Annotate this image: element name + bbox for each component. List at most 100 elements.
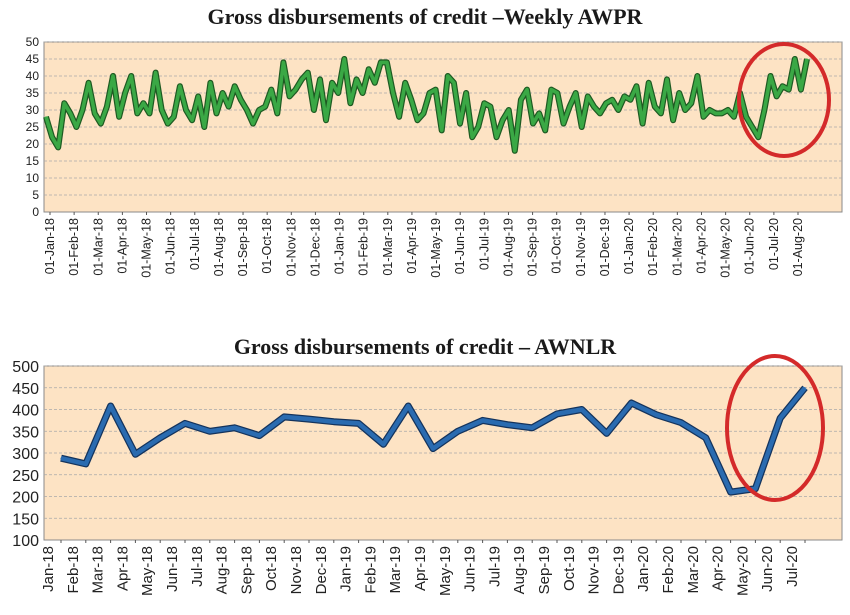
data-point <box>477 126 479 128</box>
data-point <box>520 99 522 101</box>
data-point <box>410 99 412 101</box>
data-point <box>757 136 759 138</box>
data-point <box>441 129 443 131</box>
x-tick-label: 01-Apr-18 <box>115 218 129 274</box>
data-point <box>307 72 309 74</box>
data-point <box>148 112 151 114</box>
y-tick-label: 15 <box>26 154 40 168</box>
y-tick-label: 300 <box>12 446 39 463</box>
data-point <box>629 99 632 101</box>
data-point <box>617 109 619 111</box>
chart-title-awpr: Gross disbursements of credit –Weekly AW… <box>207 4 643 29</box>
x-tick-label: 01-Mar-19 <box>381 218 395 276</box>
data-point <box>197 95 199 97</box>
data-point <box>240 99 242 101</box>
data-point <box>453 82 455 84</box>
data-point <box>428 92 431 94</box>
data-point <box>88 82 90 84</box>
data-point <box>382 443 384 445</box>
data-point <box>358 422 360 425</box>
data-point <box>361 92 364 94</box>
data-point <box>457 430 459 432</box>
x-tick-label: 01-May-20 <box>719 218 733 278</box>
x-tick-label: Feb-19 <box>362 546 379 594</box>
x-tick-label: Mar-19 <box>387 546 404 594</box>
data-point <box>234 85 236 87</box>
data-point <box>368 68 370 70</box>
data-point <box>161 109 163 111</box>
data-point <box>502 119 504 121</box>
data-point <box>459 123 461 125</box>
data-point <box>124 92 126 94</box>
data-point <box>136 112 138 114</box>
x-tick-label: Jun-20 <box>759 546 776 592</box>
data-point <box>435 89 437 91</box>
data-point <box>295 89 297 91</box>
data-point <box>234 427 236 429</box>
x-tick-label: May-18 <box>139 546 156 596</box>
x-tick-label: 01-May-19 <box>429 218 443 278</box>
x-tick-label: Apr-19 <box>412 546 429 591</box>
data-point <box>642 123 644 125</box>
data-point <box>209 82 211 84</box>
data-point <box>331 82 333 84</box>
x-tick-label: 01-Jul-20 <box>767 218 781 270</box>
data-point <box>167 123 169 125</box>
x-tick-label: Apr-20 <box>710 546 727 591</box>
data-point <box>680 421 682 424</box>
x-tick-label: May-20 <box>734 546 751 596</box>
x-tick-label: 01-Apr-20 <box>694 218 708 274</box>
data-point <box>806 58 808 60</box>
data-point <box>721 112 723 114</box>
data-point <box>407 405 409 407</box>
data-point <box>727 109 729 111</box>
data-point <box>556 413 558 415</box>
y-tick-label: 350 <box>12 424 39 441</box>
data-point <box>404 82 406 84</box>
data-point <box>556 92 558 94</box>
x-tick-label: 01-Jun-18 <box>164 218 178 274</box>
data-point <box>63 102 65 104</box>
data-point <box>630 402 633 404</box>
x-tick-label: 01-Mar-20 <box>670 218 684 276</box>
data-point <box>333 421 335 423</box>
data-point <box>258 109 260 111</box>
data-point <box>380 61 382 64</box>
x-tick-label: 01-Jun-20 <box>743 218 757 274</box>
data-point <box>763 109 765 111</box>
x-tick-label: 01-Jan-18 <box>43 218 57 274</box>
highlight-ellipse <box>725 354 825 502</box>
x-tick-label: Aug-18 <box>214 546 231 594</box>
x-tick-label: Apr-18 <box>114 546 131 591</box>
x-tick-label: Jun-19 <box>462 546 479 592</box>
data-point <box>313 109 315 111</box>
y-tick-label: 150 <box>12 511 39 528</box>
x-tick-label: 01-Aug-19 <box>501 218 515 276</box>
x-tick-label: Nov-19 <box>586 546 603 594</box>
data-point <box>544 129 546 131</box>
data-point <box>142 102 145 104</box>
data-point <box>655 414 657 416</box>
x-tick-label: Jun-18 <box>164 546 181 592</box>
x-tick-label: 01-Oct-19 <box>550 218 564 274</box>
data-point <box>779 417 781 419</box>
y-tick-label: 450 <box>12 381 39 398</box>
highlight-ellipse <box>737 42 831 158</box>
data-point <box>745 116 747 118</box>
x-tick-label: 01-Aug-18 <box>212 218 226 276</box>
data-point <box>343 58 345 60</box>
data-point <box>60 457 62 459</box>
x-tick-label: Mar-18 <box>90 546 107 594</box>
data-point <box>283 416 285 418</box>
data-point <box>179 85 181 87</box>
data-point <box>593 106 595 108</box>
data-point <box>506 424 508 426</box>
data-point <box>57 146 59 148</box>
data-point <box>581 408 583 411</box>
data-point <box>489 106 492 108</box>
data-point <box>288 95 291 97</box>
x-tick-label: Dec-18 <box>313 546 330 594</box>
data-point <box>666 78 668 80</box>
x-tick-label: Aug-19 <box>511 546 528 594</box>
